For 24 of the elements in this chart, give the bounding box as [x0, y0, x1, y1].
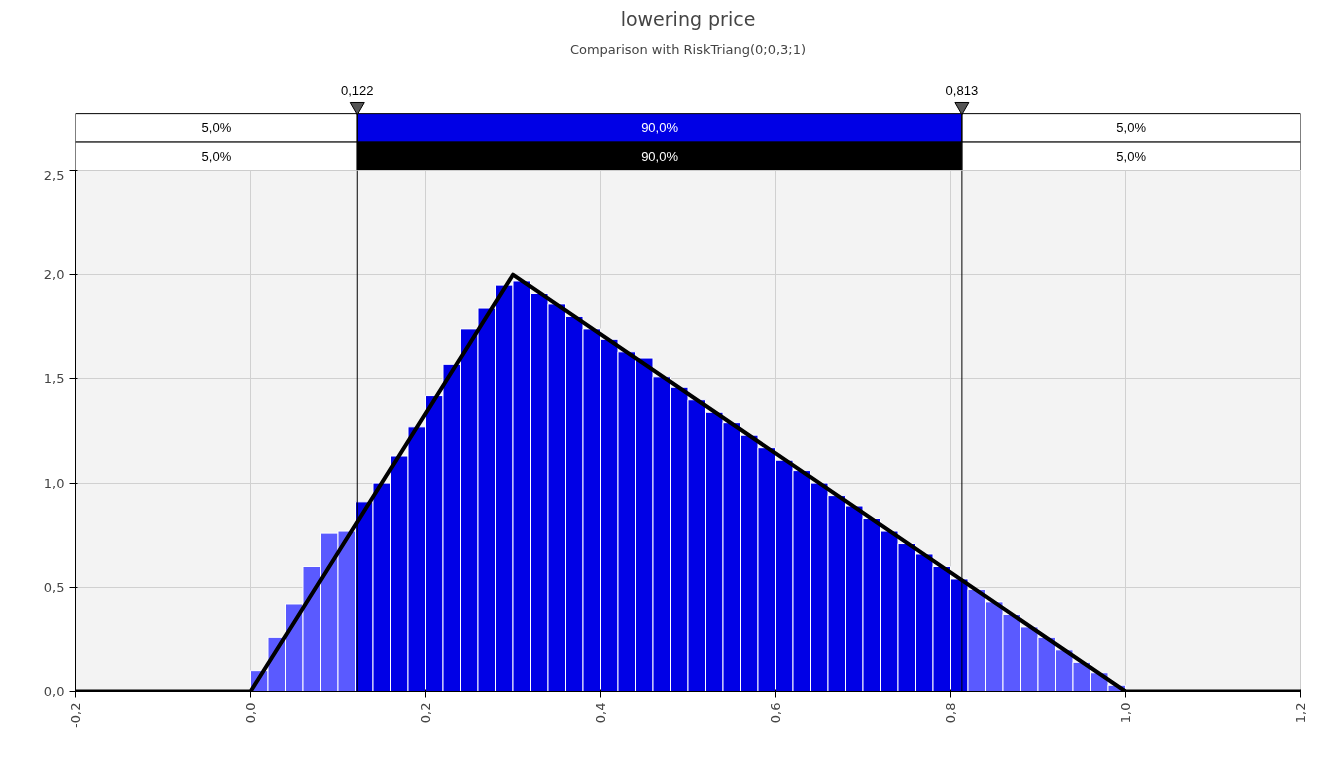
ref-line-label: 0,813 — [945, 82, 979, 98]
text: 5,0% — [1116, 148, 1147, 164]
text: 5,0% — [201, 148, 232, 164]
text: 5,0% — [1116, 120, 1147, 136]
chart-title: lowering price — [620, 7, 756, 30]
x-tick-label: 0,6 — [768, 702, 783, 724]
x-tick-label: 0,8 — [943, 702, 958, 724]
text: 5,0% — [201, 120, 232, 136]
y-tick-label: 2,5 — [43, 167, 65, 183]
text: 90,0% — [641, 148, 679, 164]
y-tick-label: 0,0 — [43, 684, 65, 699]
y-tick-label: 0,5 — [43, 579, 65, 595]
y-tick-label: 1,0 — [43, 475, 65, 491]
ref-line-label: 0,122 — [340, 82, 374, 98]
x-tick-label: -0,2 — [68, 702, 83, 728]
chart-subtitle: Comparison with RiskTriang(0;0,3;1) — [569, 41, 807, 57]
x-tick-label: 1,2 — [1293, 702, 1308, 724]
x-tick-label: 0,2 — [418, 702, 433, 724]
y-tick-label: 2,0 — [43, 267, 65, 283]
x-tick-label: 0,0 — [243, 702, 258, 724]
x-tick-label: 1,0 — [1118, 702, 1133, 724]
text: 90,0% — [641, 120, 679, 136]
x-tick-label: 0,4 — [593, 702, 608, 724]
y-tick-label: 1,5 — [43, 371, 65, 387]
